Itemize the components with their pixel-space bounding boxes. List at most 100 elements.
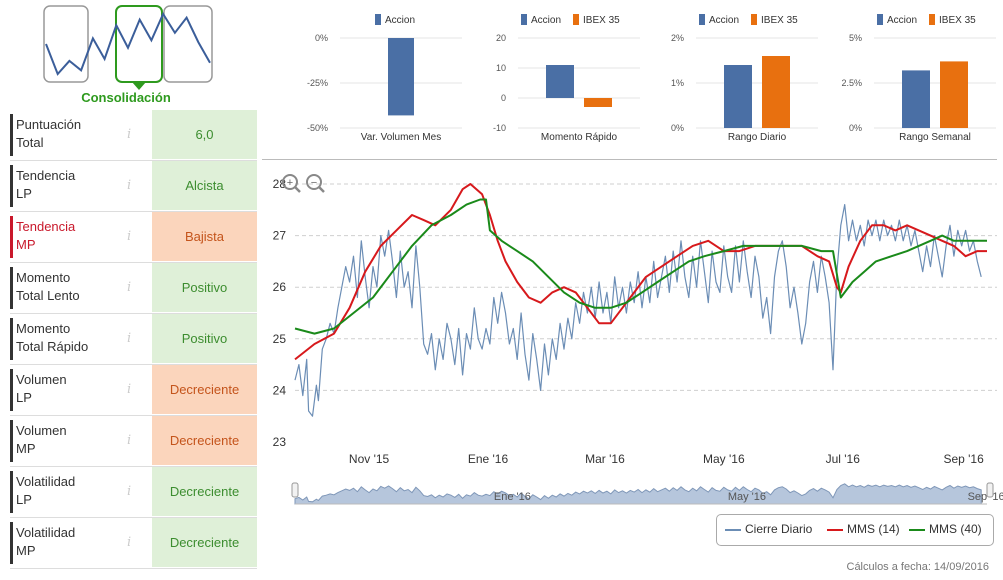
info-icon[interactable]: i	[127, 280, 132, 295]
mini-legend-label: Accion	[709, 15, 739, 26]
x-tick-label: Sep '16	[943, 452, 984, 466]
mini-legend-swatch	[699, 14, 705, 25]
legend-mms14[interactable]: MMS (14)	[847, 522, 900, 536]
indicator-row: Puntuación Total i 6,0	[10, 110, 257, 161]
zoom-in-icon-glyph: +	[287, 177, 293, 189]
indicator-row: Momento Total Lento i Positivo	[10, 263, 257, 314]
indicator-row: Momento Total Rápido i Positivo	[10, 314, 257, 365]
mini-ytick: 0%	[315, 33, 328, 43]
navigator-label: Ene '16	[494, 491, 531, 503]
indicator-value: 6,0	[152, 110, 257, 159]
mini-title: Rango Semanal	[899, 132, 971, 143]
mini-legend-label: Accion	[531, 15, 561, 26]
zoom-out-icon[interactable]: −	[306, 174, 325, 193]
indicator-label: Volumen LP	[16, 372, 67, 405]
indicator-value: Decreciente	[152, 467, 257, 516]
indicator-label: Momento Total Rápido	[16, 321, 89, 354]
mini-ytick: 0%	[671, 123, 684, 133]
legend-swatch-mms14	[827, 529, 843, 531]
mini-legend-swatch	[751, 14, 757, 25]
left-panel: Consolidación Puntuación Total i 6,0 Tenden…	[0, 0, 257, 580]
mini-legend-label: Accion	[385, 15, 415, 26]
indicator-value: Decreciente	[152, 365, 257, 414]
series-line-2	[294, 198, 987, 335]
indicator-row: Volumen MP i Decreciente	[10, 416, 257, 467]
mini-legend-swatch	[877, 14, 883, 25]
mini-bar	[940, 61, 968, 128]
mini-ytick: 5%	[849, 33, 862, 43]
zoom-in-icon-handle	[294, 186, 301, 193]
mini-legend-swatch	[929, 14, 935, 25]
row-marker	[10, 420, 13, 462]
mini-ytick: -25%	[307, 78, 328, 88]
calc-date: Cálculos a fecha: 14/09/2016	[846, 561, 990, 573]
info-icon[interactable]: i	[127, 382, 132, 397]
row-marker	[10, 522, 13, 564]
zoom-out-icon-glyph: −	[311, 177, 317, 189]
mini-bar	[388, 38, 414, 116]
navigator-label: Sep '16	[968, 491, 1003, 503]
phase-pointer	[132, 82, 146, 90]
indicator-label: Tendencia MP	[16, 219, 76, 252]
indicator-label: Tendencia LP	[16, 168, 76, 201]
mini-chart: Accion IBEX 35 20 10 0 -10 Momento Rápido	[493, 14, 640, 143]
phase-box-active[interactable]	[115, 5, 163, 83]
phase-box-3[interactable]	[163, 5, 213, 83]
phase-label: Consolidación	[81, 90, 171, 105]
y-tick-label: 26	[273, 280, 287, 294]
navigator-handle-right[interactable]	[986, 482, 994, 498]
info-icon[interactable]: i	[127, 229, 132, 244]
x-tick-label: Nov '15	[349, 452, 390, 466]
section-divider	[262, 159, 997, 160]
indicator-label: Volumen MP	[16, 423, 67, 456]
indicator-value: Positivo	[152, 263, 257, 312]
mini-ytick: 1%	[671, 78, 684, 88]
navigator-handle-left[interactable]	[291, 482, 299, 498]
x-tick-label: Jul '16	[826, 452, 861, 466]
mini-charts: Accion 0% -25% -50% Var. Volumen Mes Accion IB…	[307, 14, 996, 143]
mini-ytick: -50%	[307, 123, 328, 133]
row-marker	[10, 267, 13, 309]
info-icon[interactable]: i	[127, 484, 132, 499]
indicator-value: Decreciente	[152, 416, 257, 465]
indicator-value: Decreciente	[152, 518, 257, 567]
indicator-value: Positivo	[152, 314, 257, 363]
y-tick-label: 24	[273, 383, 287, 397]
indicator-label: Momento Total Lento	[16, 270, 80, 303]
info-icon[interactable]: i	[127, 535, 132, 550]
legend-swatch-mms40	[909, 529, 925, 531]
legend-mms40[interactable]: MMS (40)	[929, 522, 982, 536]
mini-bar	[902, 70, 930, 128]
row-marker	[10, 114, 13, 156]
row-marker	[10, 471, 13, 513]
mini-legend-swatch	[573, 14, 579, 25]
mini-title: Var. Volumen Mes	[361, 132, 441, 143]
info-icon[interactable]: i	[127, 178, 132, 193]
mini-legend-label: Accion	[887, 15, 917, 26]
indicator-label: Volatilidad LP	[16, 474, 76, 507]
mini-ytick: 10	[496, 63, 506, 73]
indicator-row: Tendencia MP i Bajista	[10, 212, 257, 263]
indicator-value: Bajista	[152, 212, 257, 261]
indicator-table: Puntuación Total i 6,0 Tendencia LP i Alcista…	[10, 110, 257, 569]
mini-legend-label: IBEX 35	[761, 15, 798, 26]
mini-bar	[724, 65, 752, 128]
info-icon[interactable]: i	[127, 331, 132, 346]
x-tick-label: Ene '16	[468, 452, 509, 466]
zoom-in-icon[interactable]: +	[282, 174, 301, 193]
zoom-out-icon-handle	[318, 186, 325, 193]
row-marker	[10, 318, 13, 360]
mini-legend-label: IBEX 35	[583, 15, 620, 26]
x-tick-label: May '16	[703, 452, 745, 466]
mini-bar	[546, 65, 574, 98]
navigator-label: May '16	[728, 491, 766, 503]
info-icon[interactable]: i	[127, 433, 132, 448]
mini-bar	[584, 98, 612, 107]
legend-cierre[interactable]: Cierre Diario	[745, 522, 813, 536]
zoom-in-icon-lens	[282, 174, 298, 190]
phase-box-1[interactable]	[43, 5, 89, 83]
mini-bar	[762, 56, 790, 128]
info-icon[interactable]: i	[127, 127, 132, 142]
row-marker	[10, 216, 13, 258]
